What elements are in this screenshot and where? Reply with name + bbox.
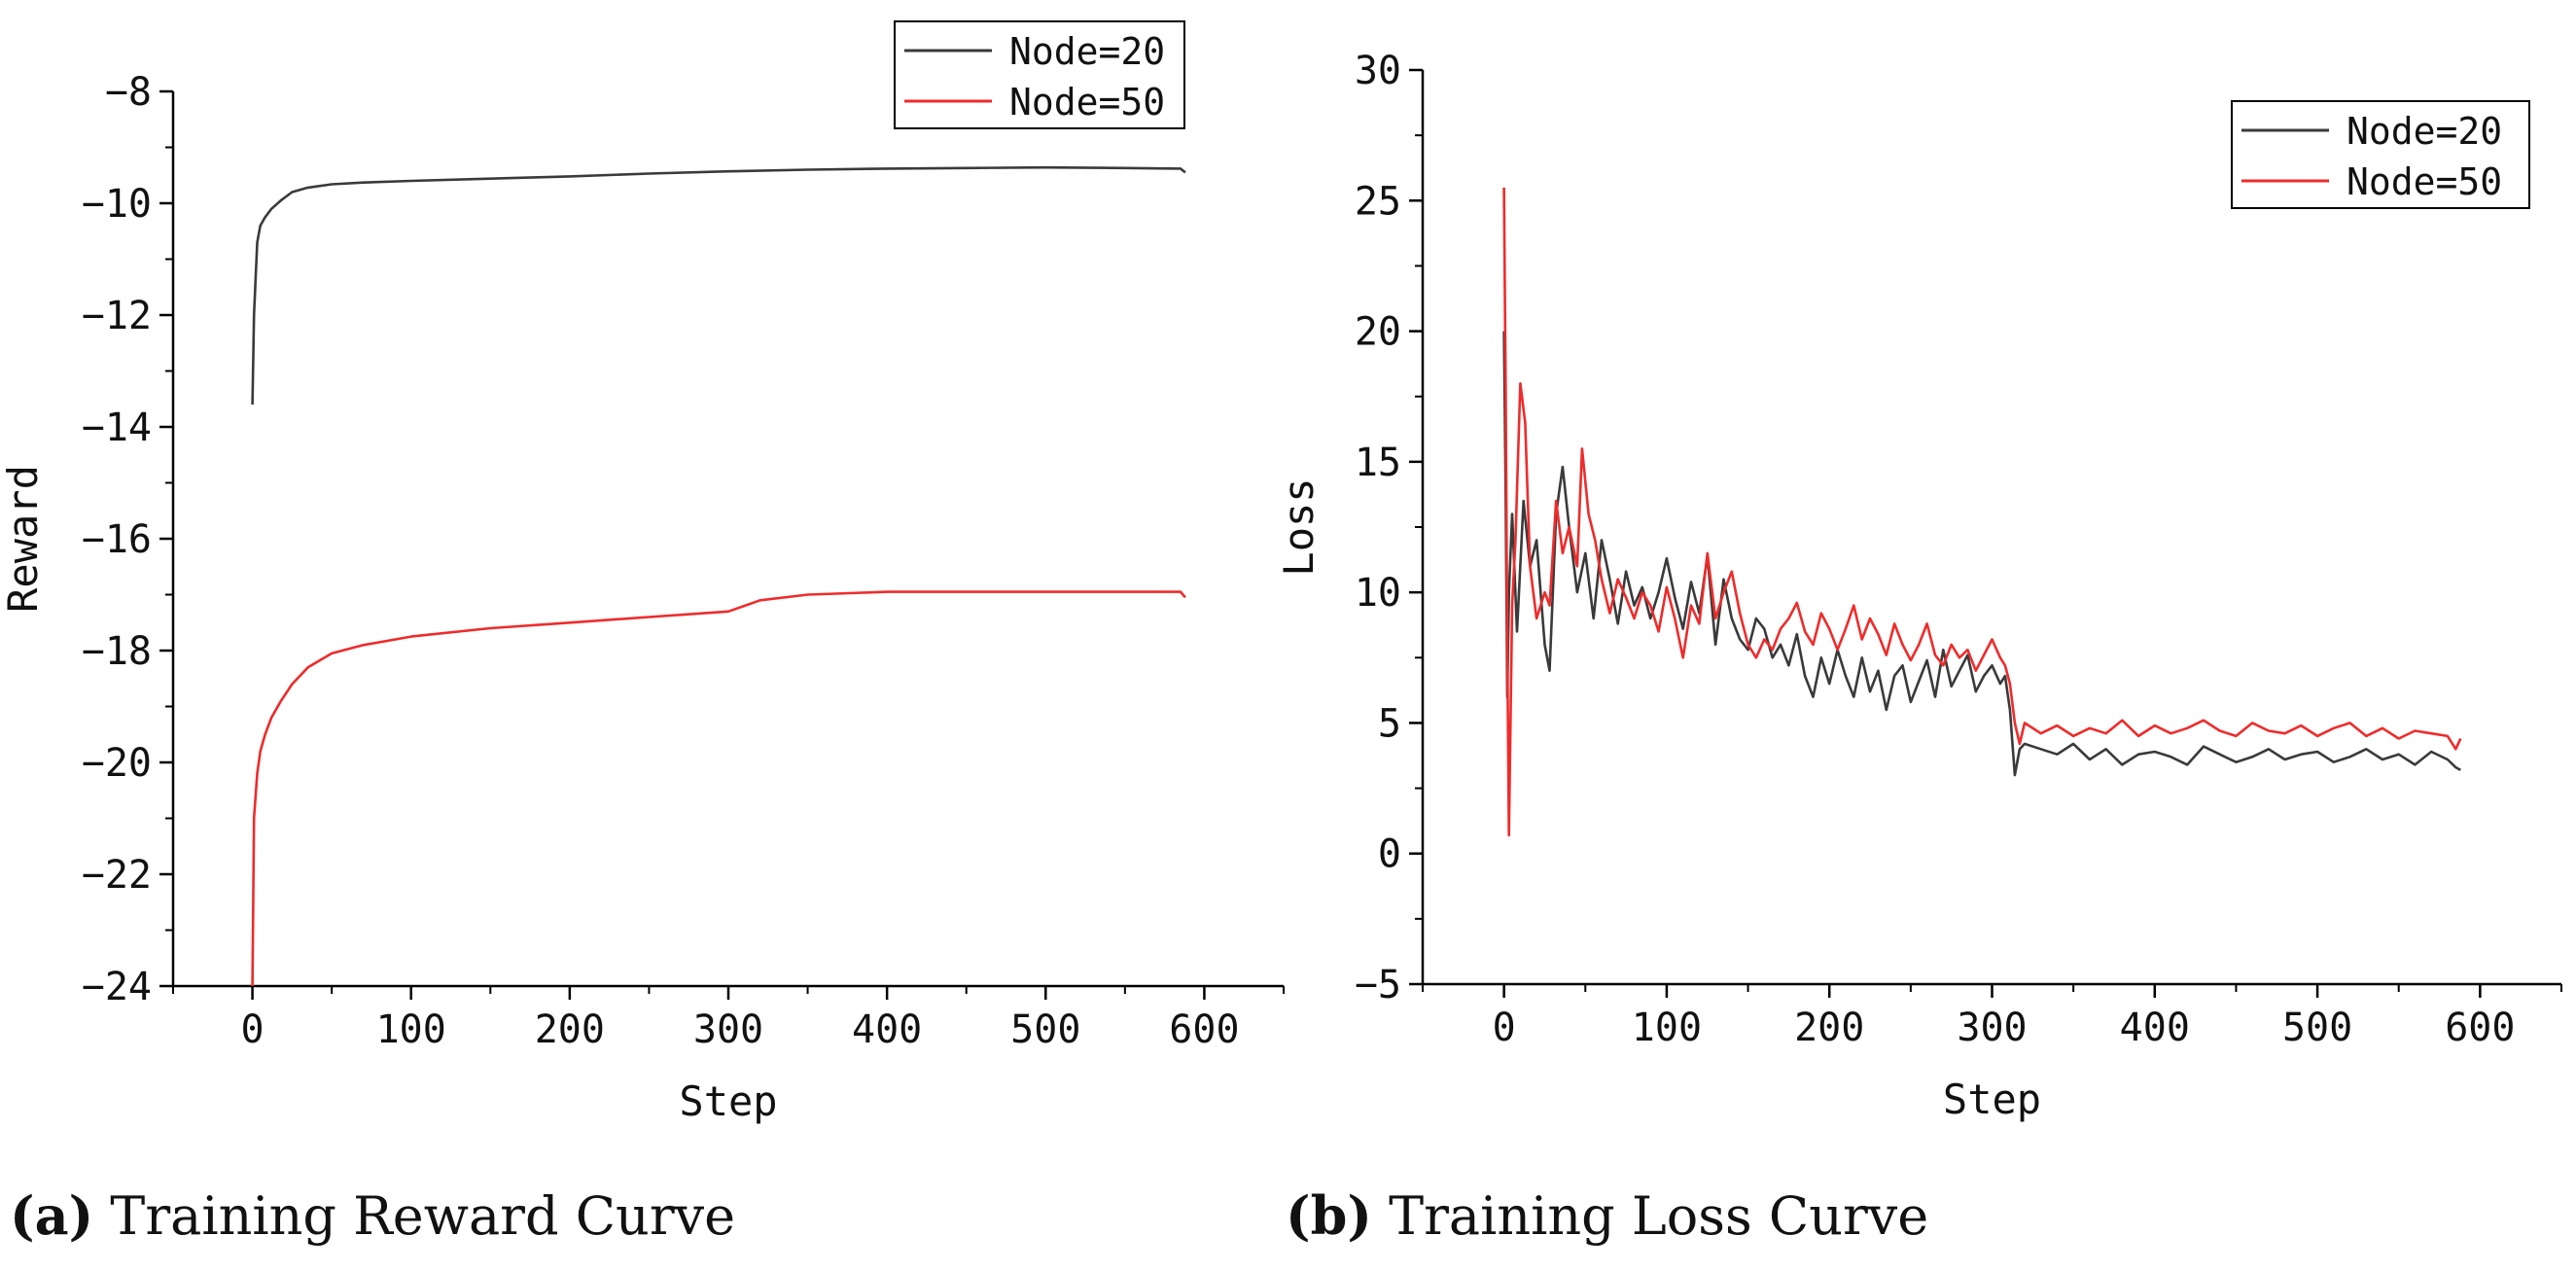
reward-series-line-node20 [251, 165, 1186, 406]
loss-legend-box [2231, 100, 2530, 209]
reward-x-tick-label: 100 [376, 1007, 446, 1052]
loss-y-tick-label: 10 [1355, 571, 1401, 616]
reward-legend-label: Node=20 [1009, 30, 1165, 73]
loss-y-tick-label: 5 [1378, 701, 1401, 746]
reward-x-tick-label: 200 [535, 1007, 605, 1052]
loss-x-tick-label: 100 [1632, 1006, 1702, 1050]
reward-y-tick-label: −16 [82, 517, 152, 562]
loss-legend-label: Node=20 [2347, 110, 2502, 153]
loss-x-tick-label: 500 [2282, 1006, 2352, 1050]
reward-y-tick-label: −10 [82, 182, 152, 227]
loss-legend-label: Node=50 [2347, 160, 2502, 203]
reward-y-tick-label: −12 [82, 294, 152, 338]
loss-x-tick-label: 400 [2120, 1006, 2190, 1050]
loss-y-tick-label: 0 [1378, 832, 1401, 877]
reward-x-axis-title: Step [679, 1077, 777, 1125]
reward-y-tick-label: −14 [82, 406, 152, 450]
loss-y-tick-label: 30 [1355, 49, 1401, 93]
reward-y-tick-label: −20 [82, 741, 152, 786]
loss-x-tick-label: 200 [1794, 1006, 1864, 1050]
loss-y-tick-label: 20 [1355, 310, 1401, 355]
caption-loss-label: b [1310, 1184, 1348, 1247]
reward-y-tick-label: −22 [82, 853, 152, 898]
reward-y-tick-label: −18 [82, 629, 152, 674]
caption-reward-text: Training Reward Curve [110, 1185, 736, 1247]
reward-y-tick-label: −8 [105, 70, 152, 115]
loss-x-axis-title: Step [1943, 1076, 2041, 1123]
reward-x-tick-label: 500 [1010, 1007, 1080, 1052]
reward-series-line-node50 [251, 590, 1186, 987]
loss-x-tick-label: 300 [1957, 1006, 2027, 1050]
reward-y-tick-label: −24 [82, 965, 152, 1009]
caption-loss-text: Training Loss Curve [1389, 1185, 1929, 1247]
loss-series-line-node50 [1502, 187, 2462, 837]
reward-x-tick-label: 300 [693, 1007, 763, 1052]
loss-y-tick-label: 15 [1355, 441, 1401, 485]
reward-legend-label: Node=50 [1009, 81, 1165, 124]
reward-chart: −24 −22 −20 −18 −16 −14 −12 −10 −8 0 100 200 300 400 5… [0, 20, 1285, 1125]
caption-reward-label: a [34, 1184, 69, 1247]
caption-loss: (b) Training Loss Curve [1286, 1184, 1929, 1247]
loss-y-axis-title: Loss [1275, 477, 1323, 576]
loss-x-tick-label: 600 [2445, 1006, 2515, 1050]
loss-x-tick-label: 0 [1493, 1006, 1516, 1050]
reward-x-tick-label: 400 [852, 1007, 922, 1052]
loss-series-line-node20 [1502, 331, 2461, 777]
loss-y-tick-label: 25 [1355, 179, 1401, 224]
reward-y-axis-title: Reward [0, 465, 47, 613]
caption-reward: (a) Training Reward Curve [10, 1184, 736, 1247]
reward-x-tick-label: 600 [1169, 1007, 1239, 1052]
reward-x-tick-label: 0 [241, 1007, 265, 1052]
loss-y-tick-label: −5 [1355, 963, 1401, 1007]
reward-legend-box [894, 20, 1185, 129]
